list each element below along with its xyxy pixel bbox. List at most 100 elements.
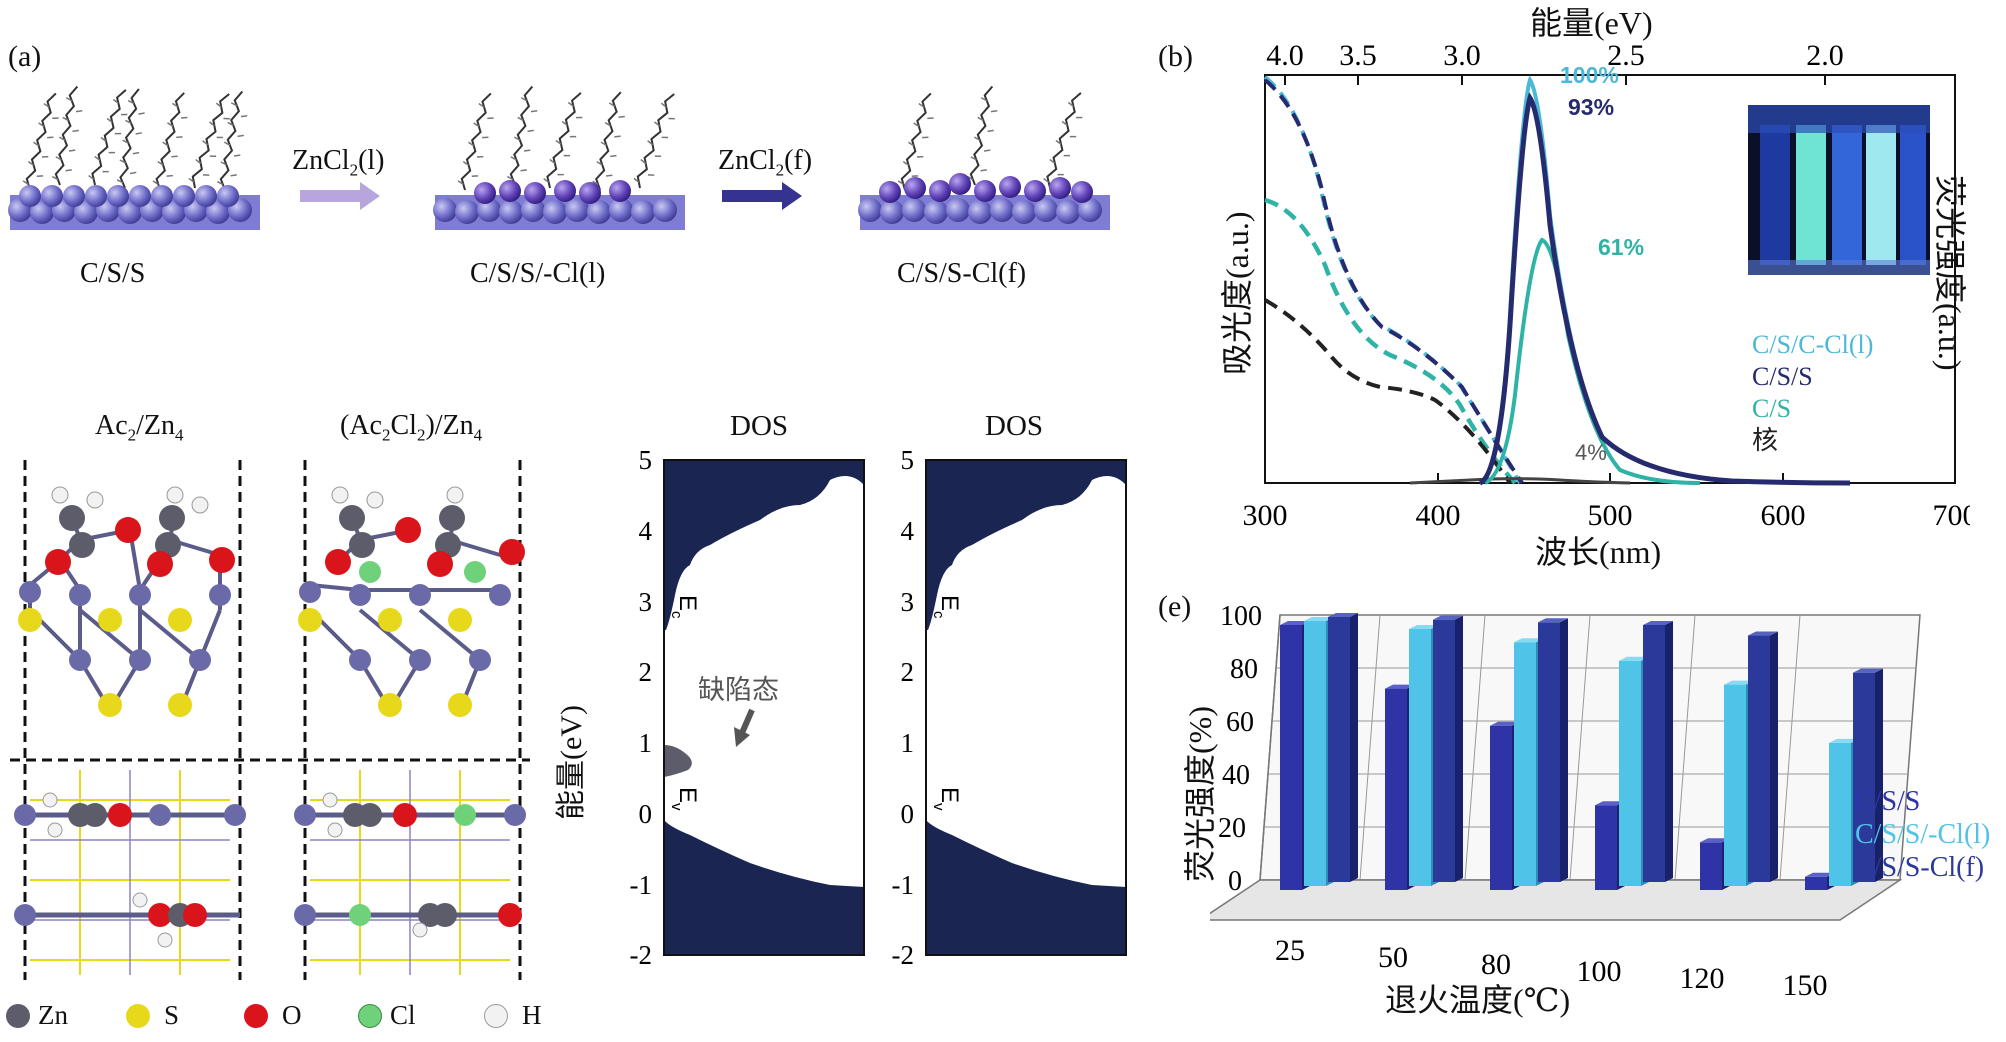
structure-title-1: Ac2/Zn4 (95, 410, 184, 445)
legend-e-cscl-l: C/S/S/-Cl(l) (1855, 819, 1990, 850)
panel-b-legend: C/S/C-Cl(l) C/S/S C/S 核 (1752, 330, 1873, 455)
e-ytick-20: 20 (1218, 813, 1246, 844)
dos-2-ec-label: Ec (930, 595, 963, 619)
dos-ytick-m1: -1 (630, 870, 653, 900)
dos-ytick-2: 2 (639, 657, 653, 687)
e-xticks: 25 50 80 100 120 150 (1275, 934, 1828, 1002)
bottom-tick-500: 500 (1588, 499, 1633, 532)
surface-stage-2 (433, 83, 685, 230)
dos-2-conduction (926, 460, 1126, 630)
e-xtick-25: 25 (1275, 934, 1305, 967)
dos2-ytick-4: 4 (901, 516, 915, 546)
panel-b-top-axis-label: 能量(eV) (1530, 5, 1653, 41)
dos-ytick-m2: -2 (630, 940, 653, 965)
panel-b-tag: (b) (1158, 40, 1193, 73)
dos-plots: 5 4 3 2 1 0 -1 -2 5 4 3 2 1 0 -1 -2 Ec E… (630, 445, 1127, 965)
bottom-ticks: 300 400 500 600 700 (1243, 499, 1971, 532)
bar-C/S/S-Cl(f)-80 (1538, 618, 1568, 882)
dos2-ytick-5: 5 (901, 445, 915, 475)
dos-1-defect (664, 745, 692, 777)
svg-text:v: v (930, 803, 947, 811)
defect-state-label: 缺陷态 (698, 675, 779, 705)
svg-text:c: c (668, 611, 685, 619)
structure-2-side (250, 460, 530, 980)
dos2-ytick-1: 1 (901, 728, 915, 758)
dos-2-ev-label: Ev (930, 787, 963, 811)
pl-label-4: 4% (1575, 440, 1607, 465)
e-xtick-80: 80 (1481, 948, 1511, 981)
legend-b-css: C/S/S (1752, 362, 1813, 391)
stage-label-3: C/S/S-Cl(f) (897, 258, 1027, 289)
panel-b-plot: 4.0 3.5 3.0 2.5 2.0 300 400 500 600 700 … (1243, 39, 1971, 532)
arrow-zncl2-l (300, 182, 380, 210)
stage-label-1: C/S/S (80, 258, 146, 289)
stage-label-2: C/S/S/-Cl(l) (470, 258, 606, 289)
bottom-tick-600: 600 (1761, 499, 1806, 532)
legend-s-dot (126, 1004, 150, 1028)
dos-ytick-4: 4 (639, 516, 653, 546)
legend-e-cscl-f: C/S/S-Cl(f) (1855, 852, 1984, 883)
dos-title-2: DOS (985, 410, 1044, 442)
svg-text:E: E (936, 595, 963, 611)
legend-e-css: C/S/S (1855, 786, 1920, 817)
panel-e-plot: 100 80 60 40 20 0 25 50 80 100 120 150 C/S/S … (1210, 601, 1990, 1002)
arrow-label-2: ZnCl2(f) (718, 145, 813, 180)
surface-stage-1 (8, 83, 260, 230)
dos-yticks-1: 5 4 3 2 1 0 -1 -2 (630, 445, 653, 965)
e-xtick-100: 100 (1577, 955, 1622, 988)
dos-ytick-0: 0 (639, 799, 653, 829)
svg-text:c: c (930, 611, 947, 619)
e-ytick-0: 0 (1228, 866, 1242, 897)
top-tick-2.0: 2.0 (1806, 39, 1844, 72)
e-bars (1280, 613, 1883, 890)
top-tick-4.0: 4.0 (1266, 39, 1304, 72)
dos-1-valence (664, 820, 864, 955)
pl-label-61: 61% (1598, 234, 1644, 260)
abs-curve-cs (1264, 197, 1517, 485)
abs-curve-css (1263, 78, 1524, 485)
e-ytick-100: 100 (1220, 601, 1262, 632)
top-tick-3.5: 3.5 (1339, 39, 1377, 72)
svg-text:E: E (674, 595, 701, 611)
dos-1-ev-label: Ev (668, 787, 701, 811)
bar-C/S/S-Cl(f)-50 (1433, 615, 1463, 882)
e-ytick-40: 40 (1222, 760, 1250, 791)
svg-text:E: E (936, 787, 963, 803)
legend-cl-dot (358, 1004, 382, 1028)
e-xtick-150: 150 (1783, 969, 1828, 1002)
panel-e-legend: C/S/S C/S/S/-Cl(l) C/S/S-Cl(f) (1855, 786, 1990, 883)
dos-1-conduction (664, 460, 864, 630)
inset-photo (1748, 105, 1930, 275)
e-gridlines (1264, 614, 1916, 881)
legend-b-core: 核 (1752, 426, 1778, 455)
bottom-tick-300: 300 (1243, 499, 1288, 532)
dos2-ytick-0: 0 (901, 799, 915, 829)
top-tick-3.0: 3.0 (1443, 39, 1481, 72)
bar-C/S/S-Cl(f)-120 (1748, 631, 1778, 882)
pl-curve-css (1478, 92, 1851, 486)
surface-stage-3 (858, 83, 1110, 230)
dos-ylabel: 能量(eV) (555, 705, 588, 820)
dos-2-valence (926, 820, 1126, 955)
bar-C/S/S-Cl(f)-25 (1328, 613, 1358, 882)
pl-curve-core (1409, 477, 1631, 485)
dos2-ytick-m2: -2 (892, 940, 915, 965)
dos-title-1: DOS (730, 410, 789, 442)
top-ticks: 4.0 3.5 3.0 2.5 2.0 (1266, 39, 1844, 72)
top-tick-2.5: 2.5 (1607, 39, 1645, 72)
panel-e-tag: (e) (1158, 590, 1192, 623)
e-xtick-120: 120 (1680, 962, 1725, 995)
bottom-tick-400: 400 (1416, 499, 1461, 532)
structure-1-side (10, 460, 250, 980)
pl-label-93: 93% (1568, 94, 1614, 120)
atomic-structures (10, 460, 530, 980)
dos2-ytick-2: 2 (901, 657, 915, 687)
svg-text:E: E (674, 787, 701, 803)
surface-illustrations (8, 83, 1110, 230)
abs-curve-core (1264, 298, 1512, 485)
dos-yticks-2: 5 4 3 2 1 0 -1 -2 (892, 445, 915, 965)
dos2-ytick-m1: -1 (892, 870, 915, 900)
legend-b-cscl: C/S/C-Cl(l) (1752, 330, 1873, 359)
dos2-ytick-3: 3 (901, 587, 915, 617)
defect-arrow (734, 708, 755, 747)
